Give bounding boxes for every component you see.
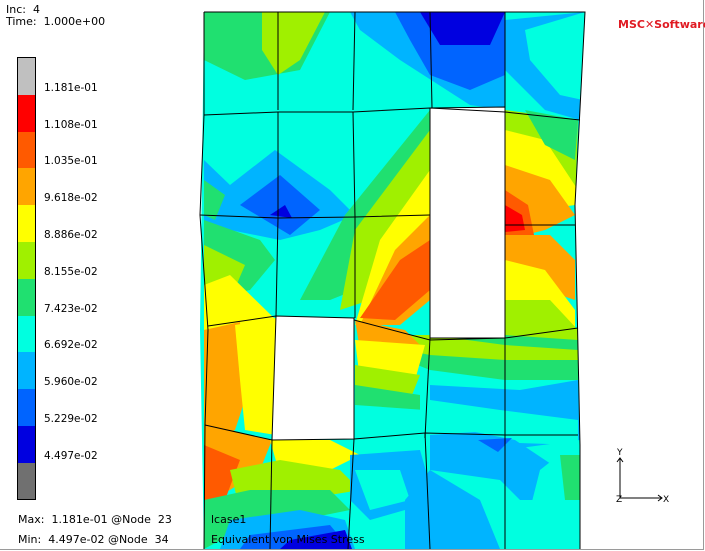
logo-x-icon: ✕ <box>644 18 655 31</box>
legend-border <box>17 57 36 500</box>
axis-y-label: Y <box>616 448 623 458</box>
stress-contours <box>200 12 585 549</box>
legend-swatch <box>18 205 36 243</box>
legend-label: 8.886e-02 <box>44 229 98 241</box>
legend-label: 8.155e-02 <box>44 265 98 278</box>
legend-swatch <box>18 389 36 427</box>
legend-swatch <box>18 315 36 353</box>
legend-label: 4.497e-02 <box>44 449 98 462</box>
min-value-label: Min: 4.497e-02 @Node 34 <box>18 533 169 546</box>
legend-swatch <box>18 278 36 316</box>
loadcase-label: lcase1 <box>211 513 247 526</box>
legend-swatch <box>18 462 36 500</box>
legend-label: 7.423e-02 <box>44 302 98 315</box>
legend-swatch <box>18 426 36 463</box>
legend-label: 9.618e-02 <box>44 192 98 205</box>
legend-swatch <box>18 242 36 279</box>
logo-brand-b: Software <box>654 18 705 31</box>
increment-label: Inc: 4 <box>6 3 40 16</box>
legend-label: 5.229e-02 <box>44 413 98 425</box>
result-type-label: Equivalent von Mises Stress <box>211 533 365 546</box>
legend-label: 1.035e-01 <box>44 155 98 168</box>
legend-swatch <box>18 352 36 390</box>
legend-label: 5.960e-02 <box>44 376 98 389</box>
legend-label: 6.692e-02 <box>44 339 98 352</box>
legend-label: 1.108e-01 <box>44 118 98 131</box>
element-mesh <box>199 11 586 550</box>
max-value-label: Max: 1.181e-01 @Node 23 <box>18 513 172 526</box>
lower-cutout <box>272 316 354 440</box>
legend-swatch <box>18 168 36 206</box>
upper-cutout <box>430 107 505 338</box>
coordinate-triad <box>616 457 663 502</box>
axis-z-label: Z <box>616 495 622 505</box>
legend-swatch <box>18 131 36 169</box>
axis-x-label: X <box>663 495 669 505</box>
msc-software-logo: MSC✕Software <box>618 18 705 31</box>
legend-swatch <box>18 94 36 132</box>
legend-label: 1.181e-01 <box>44 81 98 94</box>
legend-swatch <box>18 58 36 95</box>
time-label: Time: 1.000e+00 <box>6 15 106 28</box>
logo-brand-a: MSC <box>618 18 645 31</box>
